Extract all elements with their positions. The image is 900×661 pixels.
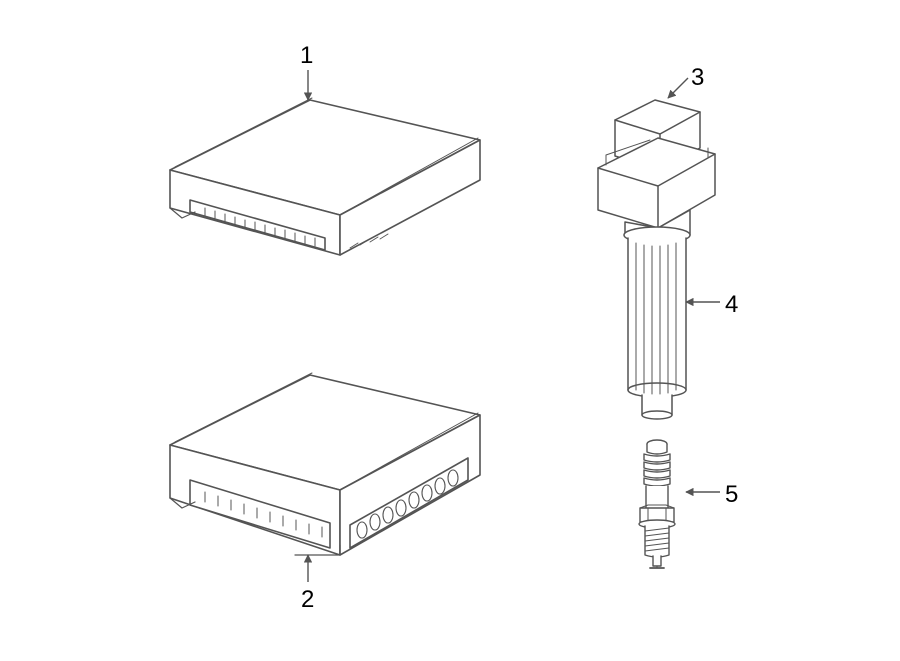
callout-3: 3 <box>691 66 704 90</box>
callout-2: 2 <box>301 588 314 612</box>
control-module-lower <box>170 373 480 555</box>
diagram-svg <box>0 0 900 661</box>
control-module-upper <box>170 98 480 255</box>
callout-5: 5 <box>725 483 738 507</box>
ignition-coil <box>598 100 715 419</box>
ignition-coil-boot <box>624 210 690 419</box>
callout-4: 4 <box>725 293 738 317</box>
callout-1: 1 <box>300 44 313 68</box>
spark-plug <box>639 440 675 568</box>
parts-diagram: 1 2 3 4 5 <box>0 0 900 661</box>
ignition-coil-head <box>598 100 715 228</box>
